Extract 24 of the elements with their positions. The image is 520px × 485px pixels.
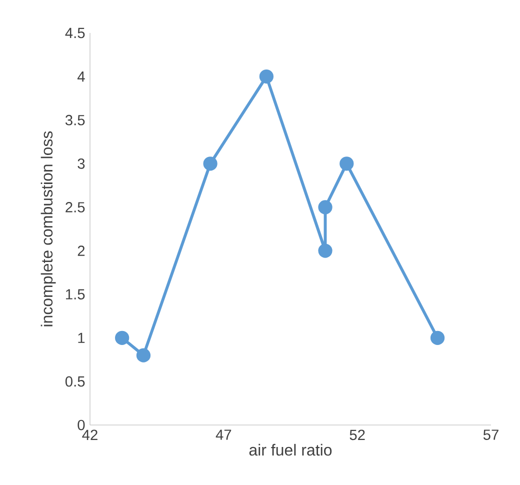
y-axis-title: incomplete combustion loss [40, 131, 56, 326]
point [259, 69, 274, 84]
y-tick-label: 2 [78, 246, 85, 256]
point [203, 156, 218, 171]
point [340, 156, 354, 171]
y-tick-label: 1.5 [66, 289, 85, 300]
point [318, 244, 332, 258]
y-tick-label: 0.5 [65, 376, 85, 387]
x-tick-label: 52 [350, 430, 365, 440]
point [115, 330, 130, 345]
x-tick-label: 42 [82, 430, 98, 440]
y-tick-label: 3.5 [65, 114, 85, 126]
y-tick-label: 1 [78, 332, 85, 343]
y-tick-label: 0 [78, 420, 85, 430]
y-tick-label: 3 [78, 158, 85, 169]
x-axis-title: air fuel ratio [249, 444, 332, 456]
point [430, 330, 445, 345]
y-tick-label: 4.5 [65, 28, 85, 38]
x-tick-label: 47 [216, 430, 232, 440]
y-tick-label: 4 [77, 72, 85, 82]
point [136, 348, 151, 362]
y-tick-label: 2.5 [66, 202, 85, 212]
point [318, 200, 332, 214]
x-tick-label: 57 [483, 430, 498, 440]
